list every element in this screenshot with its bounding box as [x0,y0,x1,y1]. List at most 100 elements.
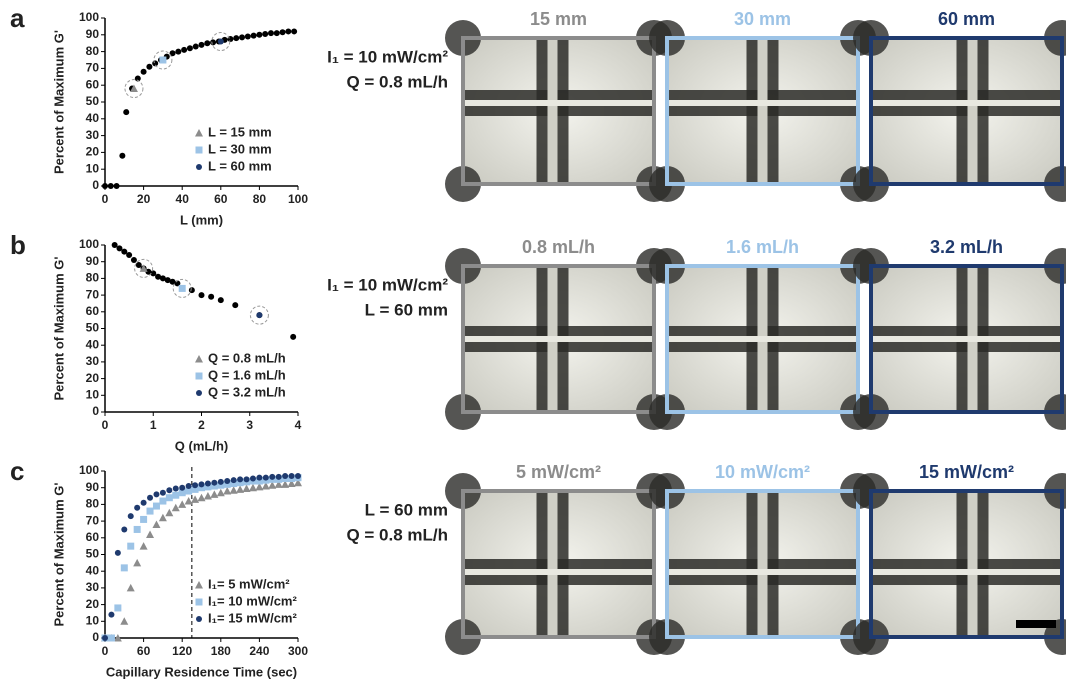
y-tick-label: 0 [92,630,99,644]
image-title: 15 mm [530,9,587,29]
point [282,473,288,479]
y-tick-label: 10 [86,161,100,175]
x-tick-label: 0 [102,644,109,658]
point [256,32,262,38]
point [114,604,121,611]
point [173,486,179,492]
point [115,550,121,556]
point [263,475,269,481]
point [199,481,205,487]
image-title: 0.8 mL/h [522,237,595,257]
point [251,33,257,39]
channel-core [548,38,558,184]
channel-core [758,491,768,637]
point [187,45,193,51]
point [108,635,115,642]
y-tick-label: 60 [86,530,100,544]
image-title: 15 mW/cm² [919,462,1014,482]
channel-core [968,38,978,184]
condition-label: I₁ = 10 mW/cm² [327,47,448,66]
y-tick-label: 60 [86,304,100,318]
y-tick-label: 40 [86,111,100,125]
y-tick-label: 40 [86,563,100,577]
x-axis-label: Q (mL/h) [175,438,228,453]
point [153,491,159,497]
y-tick-label: 50 [86,321,100,335]
condition-label: Q = 0.8 mL/h [346,72,448,91]
point [134,526,141,533]
legend-label: Q = 1.6 mL/h [208,367,286,382]
point [134,505,140,511]
point [232,302,238,308]
y-axis-label: Percent of Maximum G' [51,483,66,627]
point [231,477,237,483]
x-tick-label: 60 [214,192,228,206]
point [108,612,114,618]
point [291,28,297,34]
y-tick-label: 20 [86,145,100,159]
legend-marker [195,129,203,137]
channel-core [463,336,654,342]
y-tick-label: 80 [86,271,100,285]
legend-marker [196,390,202,396]
point [205,481,211,487]
channel-core [871,336,1062,342]
x-axis-label: Capillary Residence Time (sec) [106,664,297,679]
y-tick-label: 10 [86,613,100,627]
condition-label: Q = 0.8 mL/h [346,525,448,544]
legend-label: I₁= 5 mW/cm² [208,576,290,591]
y-tick-label: 20 [86,597,100,611]
y-tick-label: 100 [79,10,99,24]
x-axis-label: L (mm) [180,212,223,227]
point [218,39,224,45]
legend-label: I₁= 10 mW/cm² [208,593,297,608]
point [165,509,173,517]
x-tick-label: 240 [249,644,269,658]
point [208,294,214,300]
point [140,516,147,523]
y-tick-label: 10 [86,387,100,401]
x-tick-label: 0 [102,192,109,206]
point [153,503,160,510]
channel-core [667,569,858,575]
legend-marker [196,599,203,606]
channel-core [463,569,654,575]
y-axis-label: Percent of Maximum G' [51,30,66,174]
condition-label: L = 60 mm [365,500,448,519]
x-tick-label: 120 [172,644,192,658]
point [268,30,274,36]
point [172,492,179,499]
y-tick-label: 100 [79,237,99,251]
legend-label: L = 60 mm [208,158,272,173]
legend-label: Q = 0.8 mL/h [208,350,286,365]
point [179,485,185,491]
point [108,183,114,189]
point [233,35,239,41]
channel-core [871,100,1062,106]
x-tick-label: 100 [288,192,308,206]
y-tick-label: 100 [79,463,99,477]
point [295,473,301,479]
image-title: 30 mm [734,9,791,29]
y-axis-label: Percent of Maximum G' [51,257,66,401]
x-tick-label: 1 [150,418,157,432]
image-title: 1.6 mL/h [726,237,799,257]
point [210,490,218,498]
point [274,30,280,36]
point [224,478,230,484]
point [256,475,262,481]
y-tick-label: 30 [86,580,100,594]
point [131,257,137,263]
image-title: 3.2 mL/h [930,237,1003,257]
x-tick-label: 20 [137,192,151,206]
point [166,494,173,501]
panel-label: b [10,230,26,260]
legend-marker [196,164,202,170]
point [128,513,134,519]
point [141,500,147,506]
condition-label: I₁ = 10 mW/cm² [327,275,448,294]
x-tick-label: 40 [176,192,190,206]
y-tick-label: 60 [86,77,100,91]
point [276,474,282,480]
x-tick-label: 60 [137,644,151,658]
